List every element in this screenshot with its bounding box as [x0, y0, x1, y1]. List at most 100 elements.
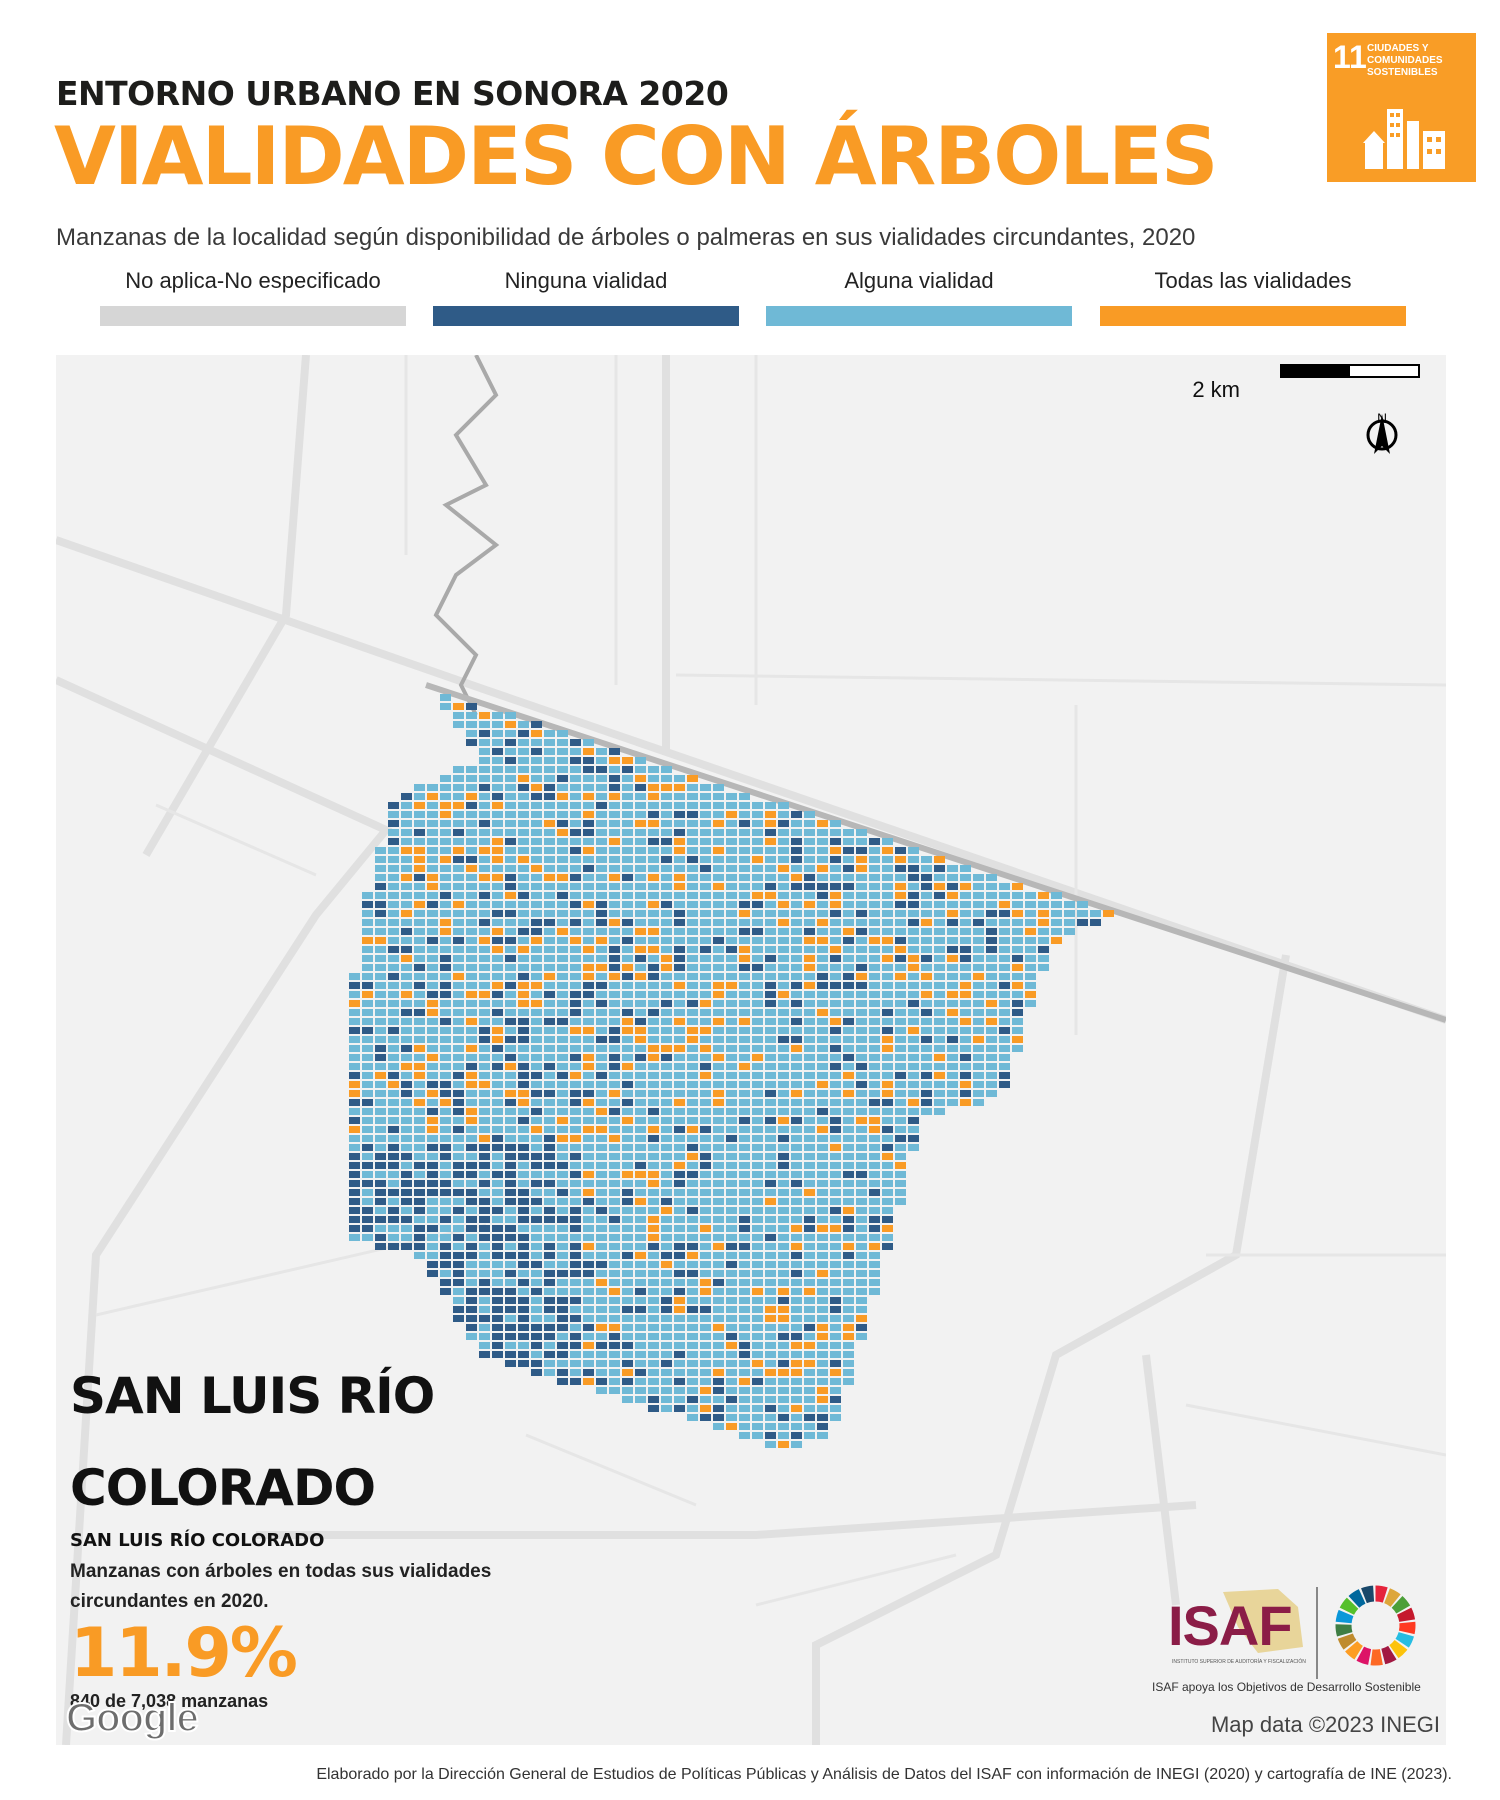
footer-credits: Elaborado por la Dirección General de Es… — [316, 1766, 1452, 1783]
city-block — [908, 1063, 919, 1070]
city-block — [648, 1270, 659, 1277]
city-block — [557, 1198, 568, 1205]
city-block — [752, 1261, 763, 1268]
city-block — [908, 1081, 919, 1088]
city-block — [895, 1171, 906, 1178]
city-block — [570, 1054, 581, 1061]
city-block — [583, 910, 594, 917]
city-block — [583, 1243, 594, 1250]
city-block — [427, 1207, 438, 1214]
city-block — [973, 910, 984, 917]
city-block — [505, 856, 516, 863]
city-block — [505, 766, 516, 773]
city-block — [752, 1108, 763, 1115]
city-block — [869, 955, 880, 962]
city-block — [440, 1135, 451, 1142]
city-block — [505, 1333, 516, 1340]
city-block — [791, 829, 802, 836]
city-block — [518, 928, 529, 935]
city-block — [375, 1054, 386, 1061]
city-block — [687, 1054, 698, 1061]
city-block — [505, 1261, 516, 1268]
city-block — [713, 1171, 724, 1178]
city-block — [895, 946, 906, 953]
city-block — [557, 1126, 568, 1133]
city-block — [414, 1153, 425, 1160]
city-block — [843, 955, 854, 962]
city-block — [414, 829, 425, 836]
city-block — [648, 937, 659, 944]
city-block — [414, 901, 425, 908]
city-block — [401, 901, 412, 908]
city-block — [388, 811, 399, 818]
city-block — [947, 982, 958, 989]
city-block — [648, 946, 659, 953]
city-block — [713, 919, 724, 926]
city-block — [609, 919, 620, 926]
city-block — [388, 928, 399, 935]
sdg-wheel-segment — [1389, 1639, 1408, 1659]
city-block — [557, 1234, 568, 1241]
city-block — [596, 1225, 607, 1232]
city-block — [362, 1162, 373, 1169]
city-block — [778, 1234, 789, 1241]
city-block — [479, 811, 490, 818]
city-block — [986, 1054, 997, 1061]
city-block — [752, 1360, 763, 1367]
city-block — [427, 991, 438, 998]
city-map[interactable]: 2 km N — [56, 355, 1446, 1745]
city-block — [869, 1189, 880, 1196]
city-block — [622, 1144, 633, 1151]
city-block — [635, 1126, 646, 1133]
city-block — [609, 937, 620, 944]
city-block — [635, 784, 646, 791]
city-block — [791, 1216, 802, 1223]
city-block — [466, 955, 477, 962]
city-block — [440, 892, 451, 899]
city-block — [960, 1099, 971, 1106]
city-block — [999, 964, 1010, 971]
city-block — [505, 892, 516, 899]
city-block — [661, 1279, 672, 1286]
city-block — [687, 1099, 698, 1106]
city-block — [739, 1000, 750, 1007]
city-block — [739, 883, 750, 890]
city-block — [466, 721, 477, 728]
city-blocks — [349, 694, 1114, 1448]
city-block — [739, 1144, 750, 1151]
city-block — [466, 964, 477, 971]
city-block — [492, 865, 503, 872]
city-block — [700, 892, 711, 899]
city-block — [791, 1351, 802, 1358]
city-block — [791, 1333, 802, 1340]
city-block — [505, 1153, 516, 1160]
city-block — [414, 1045, 425, 1052]
city-block — [661, 1054, 672, 1061]
city-block — [505, 1018, 516, 1025]
city-block — [388, 1054, 399, 1061]
city-block — [427, 847, 438, 854]
city-block — [1012, 883, 1023, 890]
city-block — [765, 1162, 776, 1169]
city-block — [349, 1018, 360, 1025]
city-block — [791, 1081, 802, 1088]
city-block — [505, 1342, 516, 1349]
city-block — [661, 1126, 672, 1133]
city-block — [609, 1243, 620, 1250]
city-block — [765, 1288, 776, 1295]
city-block — [830, 1126, 841, 1133]
city-block — [596, 1288, 607, 1295]
city-block — [726, 1126, 737, 1133]
city-block — [427, 1027, 438, 1034]
city-block — [778, 847, 789, 854]
city-block — [817, 1099, 828, 1106]
city-block — [492, 892, 503, 899]
city-block — [609, 1387, 620, 1394]
city-block — [479, 730, 490, 737]
city-block — [817, 1081, 828, 1088]
city-block — [687, 955, 698, 962]
city-block — [986, 1072, 997, 1079]
city-block — [947, 901, 958, 908]
city-block — [531, 1027, 542, 1034]
city-block — [570, 1189, 581, 1196]
